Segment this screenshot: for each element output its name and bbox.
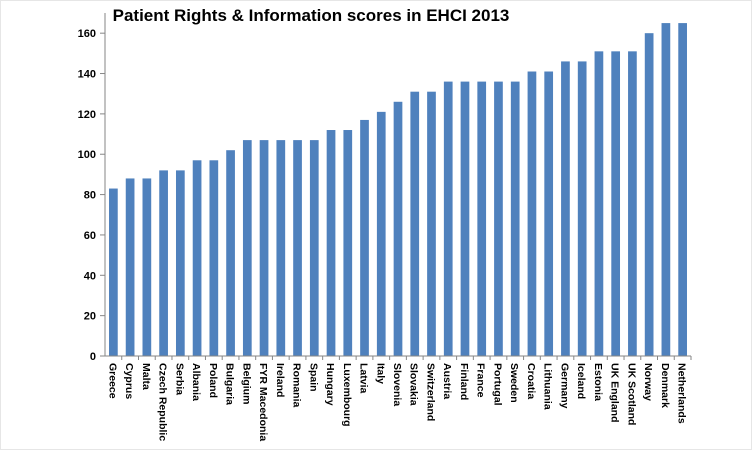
y-tick-label: 0 bbox=[90, 351, 96, 363]
bar-lithuania bbox=[544, 71, 554, 356]
bar-uk-scotland bbox=[628, 51, 637, 357]
x-tick-label: Spain bbox=[307, 363, 319, 392]
x-tick-label: Germany bbox=[558, 363, 570, 409]
x-tick-label: Serbia bbox=[173, 363, 185, 395]
x-tick-label: Lithuania bbox=[542, 363, 554, 410]
bar-series bbox=[109, 23, 687, 357]
bar-denmark bbox=[661, 23, 671, 357]
y-tick-label: 80 bbox=[84, 190, 96, 202]
x-tick-label: FYR Macedonia bbox=[257, 363, 269, 441]
bar-switzerland bbox=[427, 91, 436, 356]
x-tick-label: Albania bbox=[190, 363, 202, 401]
bar-austria bbox=[443, 81, 453, 356]
x-tick-label: Romania bbox=[291, 363, 303, 408]
x-tick-label: UK Scotland bbox=[625, 363, 637, 425]
x-tick-label: Denmark bbox=[659, 363, 671, 408]
x-tick-label: Finland bbox=[458, 363, 470, 400]
bar-italy bbox=[376, 111, 386, 356]
bar-bulgaria bbox=[226, 150, 235, 356]
x-tick-label: Italy bbox=[374, 363, 386, 384]
bar-sweden bbox=[510, 81, 520, 356]
x-tick-label: Latvia bbox=[358, 363, 370, 394]
x-tick-label: France bbox=[475, 363, 487, 398]
x-tick-label: Austria bbox=[441, 363, 453, 399]
x-tick-label: Estonia bbox=[592, 363, 604, 401]
y-tick-label: 140 bbox=[78, 69, 96, 81]
bar-estonia bbox=[594, 51, 604, 357]
x-tick-label: Hungary bbox=[324, 363, 336, 406]
x-tick-label: Poland bbox=[207, 363, 219, 398]
x-tick-label: Bulgaria bbox=[224, 363, 236, 405]
y-axis: 0 20 40 60 80 100 120 140 160 bbox=[78, 13, 106, 363]
x-tick-label: Switzerland bbox=[424, 363, 436, 421]
y-tick-label: 120 bbox=[78, 109, 96, 121]
bar-spain bbox=[309, 140, 319, 356]
bar-slovenia bbox=[393, 101, 403, 356]
y-tick-label: 160 bbox=[78, 28, 96, 40]
bar-malta bbox=[142, 178, 152, 356]
x-tick-label: Netherlands bbox=[676, 363, 688, 424]
bar-france bbox=[477, 81, 487, 356]
bar-norway bbox=[644, 33, 654, 357]
bar-iceland bbox=[577, 61, 587, 357]
x-tick-label: Cyprus bbox=[123, 363, 135, 399]
y-tick-label: 60 bbox=[84, 230, 96, 242]
bar-netherlands bbox=[678, 23, 687, 357]
bar-fyr-macedonia bbox=[259, 140, 269, 356]
x-axis: Greece Cyprus Malta Czech Republic Serbia Alb… bbox=[105, 355, 692, 441]
bar-uk-england bbox=[611, 51, 621, 357]
x-tick-label: Greece bbox=[106, 363, 118, 399]
x-tick-label: Sweden bbox=[508, 363, 520, 403]
bar-portugal bbox=[494, 81, 503, 356]
bar-cyprus bbox=[125, 178, 135, 356]
bar-latvia bbox=[360, 119, 369, 356]
x-tick-label: Norway bbox=[642, 363, 654, 401]
x-tick-label: Malta bbox=[140, 363, 152, 390]
chart-title: Patient Rights & Information scores in E… bbox=[113, 6, 510, 25]
y-tick-label: 20 bbox=[84, 311, 96, 323]
bar-hungary bbox=[326, 130, 336, 356]
bar-poland bbox=[209, 160, 219, 356]
x-tick-label: Ireland bbox=[274, 363, 286, 397]
bar-albania bbox=[192, 160, 202, 356]
bar-germany bbox=[561, 61, 570, 357]
x-tick-label: Croatia bbox=[525, 363, 537, 399]
bar-finland bbox=[460, 81, 470, 356]
y-tick-label: 100 bbox=[78, 149, 96, 161]
bar-ireland bbox=[276, 140, 286, 356]
bar-slovakia bbox=[410, 91, 420, 356]
x-tick-label: UK England bbox=[609, 363, 621, 423]
bar-belgium bbox=[242, 140, 252, 356]
y-tick-label: 40 bbox=[84, 270, 96, 282]
bar-czech-republic bbox=[159, 170, 168, 356]
x-tick-label: Portugal bbox=[491, 363, 503, 406]
bar-romania bbox=[293, 140, 302, 356]
x-tick-label: Slovakia bbox=[408, 363, 420, 406]
x-tick-label: Iceland bbox=[575, 363, 587, 399]
x-tick-label: Luxembourg bbox=[341, 363, 353, 427]
x-tick-label: Belgium bbox=[240, 363, 252, 404]
bar-greece bbox=[109, 188, 118, 356]
x-tick-label: Slovenia bbox=[391, 363, 403, 406]
bar-croatia bbox=[527, 71, 537, 356]
x-tick-label: Czech Republic bbox=[157, 363, 169, 441]
bar-luxembourg bbox=[343, 130, 353, 356]
bar-serbia bbox=[175, 170, 185, 356]
